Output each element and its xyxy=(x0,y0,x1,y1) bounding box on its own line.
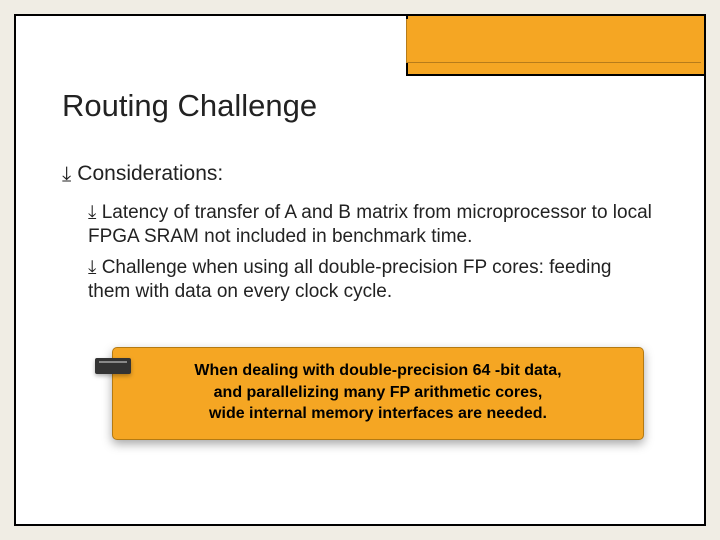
bullet-level1-text: Considerations: xyxy=(77,162,223,186)
bullet-level2-item: ⤓ Challenge when using all double-precis… xyxy=(88,256,658,305)
bullet-level1: ⤓ Considerations: xyxy=(62,162,658,187)
callout-box: When dealing with double-precision 64 -b… xyxy=(112,347,644,440)
callout-line1: When dealing with double-precision 64 -b… xyxy=(194,362,561,379)
bullet-icon: ⤓ xyxy=(88,202,96,223)
slide-frame: Routing Challenge ⤓ Considerations: ⤓ La… xyxy=(14,14,706,526)
slide-title: Routing Challenge xyxy=(62,88,658,124)
corner-accent-inner xyxy=(406,19,701,63)
bullet-level2-text: Latency of transfer of A and B matrix fr… xyxy=(88,202,652,247)
callout-line3: wide internal memory interfaces are need… xyxy=(209,405,547,422)
corner-accent-box xyxy=(406,14,706,76)
bullet-icon: ⤓ xyxy=(88,257,96,278)
callout-text: When dealing with double-precision 64 -b… xyxy=(131,360,625,425)
bullet-level2-text: Challenge when using all double-precisio… xyxy=(88,257,612,302)
bullet-icon: ⤓ xyxy=(62,162,71,187)
callout-tab-icon xyxy=(95,358,131,374)
bullet-level2-item: ⤓ Latency of transfer of A and B matrix … xyxy=(88,201,658,250)
callout-line2: and parallelizing many FP arithmetic cor… xyxy=(214,384,543,401)
